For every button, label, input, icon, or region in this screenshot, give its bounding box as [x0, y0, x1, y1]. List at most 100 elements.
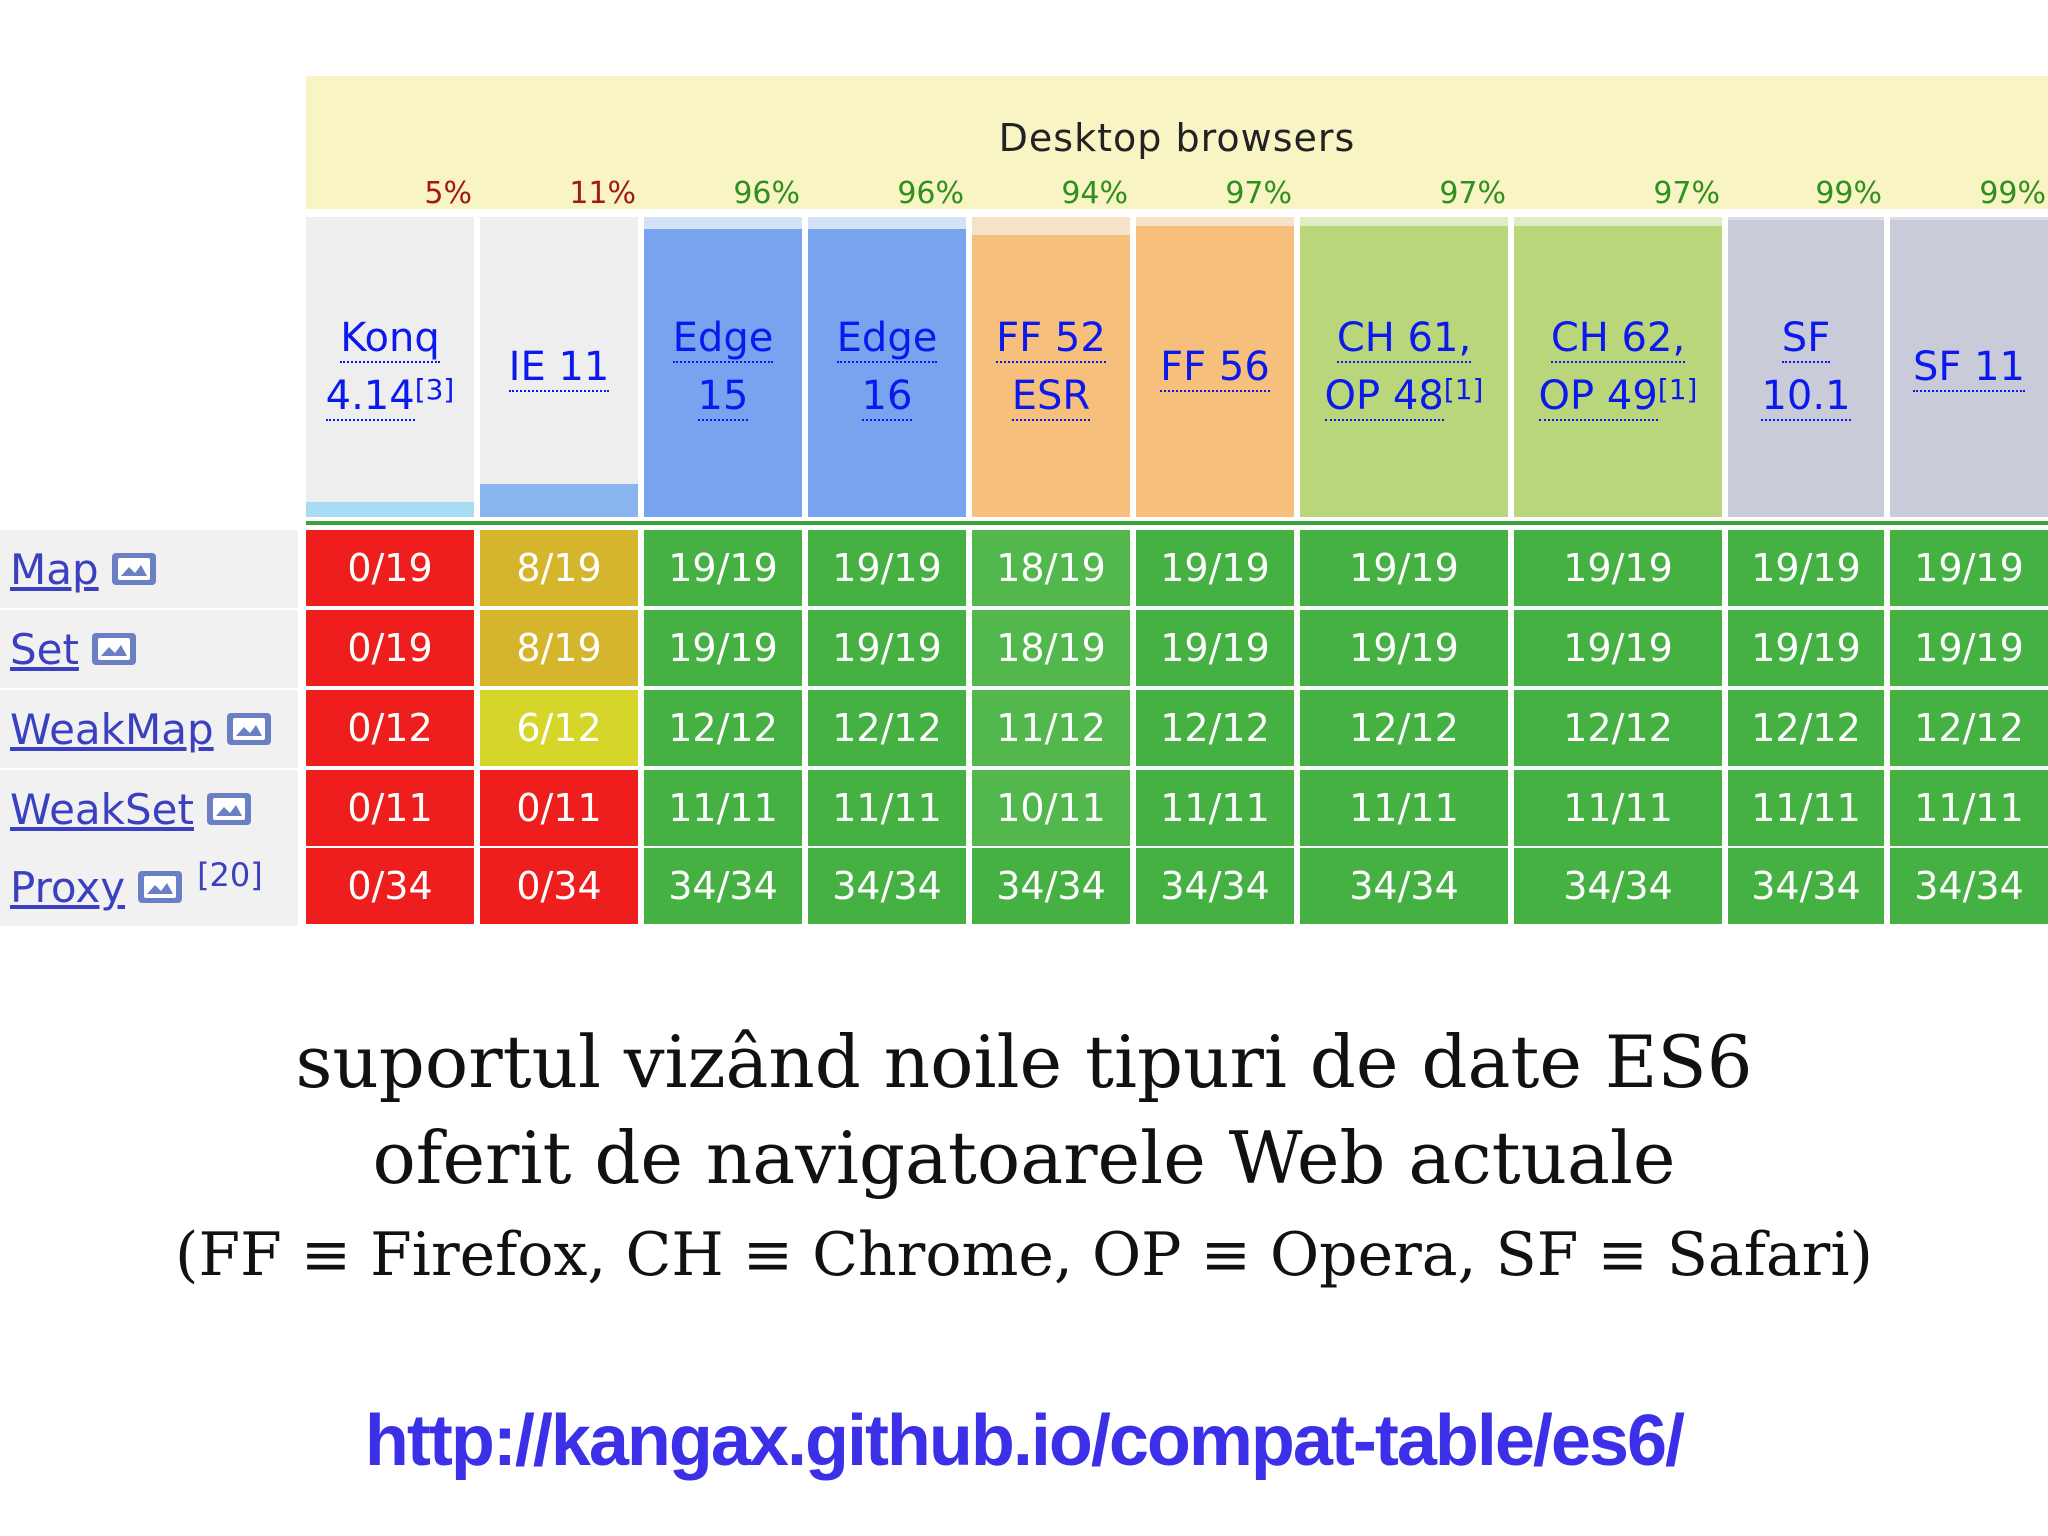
result-cell[interactable]: 0/12 [306, 690, 474, 766]
browser-link-ch62[interactable]: CH 62, OP 49[1] [1538, 315, 1698, 421]
feature-link-map[interactable]: Map [10, 544, 99, 594]
mdn-docs-icon[interactable] [137, 868, 183, 906]
result-cell[interactable]: 19/19 [1136, 610, 1294, 686]
browser-link-ff52[interactable]: FF 52 ESR [996, 315, 1106, 421]
support-fill-ch61 [1300, 226, 1508, 517]
result-cell[interactable]: 19/19 [1728, 530, 1884, 606]
browser-link-sf11[interactable]: SF 11 [1912, 344, 2025, 392]
result-cell[interactable]: 0/19 [306, 610, 474, 686]
result-cell[interactable]: 11/11 [1300, 770, 1508, 846]
mdn-docs-icon[interactable] [226, 710, 272, 748]
result-cell[interactable]: 0/34 [306, 848, 474, 924]
browser-column-konq: Konq 4.14[3] [306, 217, 474, 517]
result-cell[interactable]: 0/34 [480, 848, 638, 924]
support-fill-sf11 [1890, 220, 2048, 517]
result-cell[interactable]: 11/11 [1728, 770, 1884, 846]
result-cell[interactable]: 10/11 [972, 770, 1130, 846]
result-cell[interactable]: 34/34 [972, 848, 1130, 924]
result-cell[interactable]: 19/19 [644, 530, 802, 606]
mdn-docs-icon[interactable] [111, 550, 157, 588]
browser-link-edge15[interactable]: Edge 15 [672, 315, 774, 421]
result-cell[interactable]: 18/19 [972, 530, 1130, 606]
result-cell[interactable]: 19/19 [1514, 610, 1722, 686]
result-cell[interactable]: 11/11 [644, 770, 802, 846]
result-cell[interactable]: 12/12 [1728, 690, 1884, 766]
result-cell[interactable]: 34/34 [1300, 848, 1508, 924]
result-cell[interactable]: 8/19 [480, 530, 638, 606]
market-share-ff52: 94% [1061, 176, 1128, 211]
result-cell[interactable]: 18/19 [972, 610, 1130, 686]
result-cell[interactable]: 34/34 [808, 848, 966, 924]
result-cell[interactable]: 6/12 [480, 690, 638, 766]
result-cell[interactable]: 11/11 [808, 770, 966, 846]
browser-column-ie11: IE 11 [480, 217, 638, 517]
result-cell[interactable]: 34/34 [1890, 848, 2048, 924]
result-cell[interactable]: 34/34 [1136, 848, 1294, 924]
result-cell[interactable]: 19/19 [1890, 530, 2048, 606]
market-share-konq: 5% [424, 176, 472, 211]
mdn-docs-icon[interactable] [91, 630, 137, 668]
browser-link-ie11[interactable]: IE 11 [508, 344, 610, 392]
feature-link-weakset[interactable]: WeakSet [10, 784, 194, 834]
result-cell[interactable]: 19/19 [644, 610, 802, 686]
result-cell[interactable]: 12/12 [1514, 690, 1722, 766]
browser-link-ch61[interactable]: CH 61, OP 48[1] [1324, 315, 1484, 421]
result-cell[interactable]: 19/19 [1300, 530, 1508, 606]
browser-link-sf101[interactable]: SF 10.1 [1761, 315, 1851, 421]
result-cell[interactable]: 8/19 [480, 610, 638, 686]
result-cell[interactable]: 11/11 [1890, 770, 2048, 846]
result-cell[interactable]: 11/11 [1136, 770, 1294, 846]
result-cell[interactable]: 19/19 [1890, 610, 2048, 686]
result-cell[interactable]: 19/19 [1728, 610, 1884, 686]
result-cell[interactable]: 12/12 [644, 690, 802, 766]
result-cell[interactable]: 11/11 [1514, 770, 1722, 846]
result-cell[interactable]: 0/11 [306, 770, 474, 846]
browser-column-ff52: FF 52 ESR [972, 217, 1130, 517]
feature-row-proxy: Proxy [20] [0, 848, 298, 926]
browser-link-edge16[interactable]: Edge 16 [836, 315, 938, 421]
footnote-ref[interactable]: [1] [1443, 373, 1484, 406]
browser-column-ch61: CH 61, OP 48[1] [1300, 217, 1508, 517]
result-cell[interactable]: 34/34 [644, 848, 802, 924]
result-cell[interactable]: 34/34 [1514, 848, 1722, 924]
compat-table-link[interactable]: http://kangax.github.io/compat-table/es6… [364, 1401, 1685, 1481]
result-cell[interactable]: 12/12 [1136, 690, 1294, 766]
market-share-ff56: 97% [1225, 176, 1292, 211]
feature-link-weakmap[interactable]: WeakMap [10, 704, 214, 754]
support-fill-edge16 [808, 229, 966, 517]
result-cell[interactable]: 0/11 [480, 770, 638, 846]
browser-column-edge15: Edge 15 [644, 217, 802, 517]
header-title: Desktop browsers [998, 116, 1356, 160]
footnote-ref[interactable]: [1] [1657, 373, 1698, 406]
browser-column-ff56: FF 56 [1136, 217, 1294, 517]
feature-row-set: Set [0, 610, 298, 688]
result-cell[interactable]: 12/12 [808, 690, 966, 766]
result-cell[interactable]: 19/19 [1514, 530, 1722, 606]
market-share-ch62: 97% [1653, 176, 1720, 211]
browser-link-ff56[interactable]: FF 56 [1160, 344, 1270, 392]
feature-row-weakset: WeakSet [0, 770, 298, 848]
result-cell[interactable]: 12/12 [1890, 690, 2048, 766]
result-cell[interactable]: 0/19 [306, 530, 474, 606]
result-cell[interactable]: 34/34 [1728, 848, 1884, 924]
footnote-ref[interactable]: [20] [197, 856, 263, 894]
feature-link-proxy[interactable]: Proxy [10, 862, 126, 912]
result-cell[interactable]: 19/19 [808, 610, 966, 686]
market-share-ch61: 97% [1439, 176, 1506, 211]
feature-row-weakmap: WeakMap [0, 690, 298, 768]
support-fill-ff52 [972, 235, 1130, 517]
feature-link-set[interactable]: Set [10, 624, 79, 674]
result-cell[interactable]: 12/12 [1300, 690, 1508, 766]
result-cell[interactable]: 11/12 [972, 690, 1130, 766]
market-share-ie11: 11% [569, 176, 636, 211]
desktop-browsers-header: Desktop browsers 5% 11% 96% 96% 94% 97% 97% 97%… [306, 76, 2048, 211]
footnote-ref[interactable]: [3] [414, 373, 455, 406]
result-cell[interactable]: 19/19 [1136, 530, 1294, 606]
mdn-docs-icon[interactable] [206, 790, 252, 828]
browser-link-konq[interactable]: Konq 4.14[3] [325, 315, 455, 421]
support-fill-edge15 [644, 229, 802, 517]
result-cell[interactable]: 19/19 [808, 530, 966, 606]
market-share-sf11: 99% [1979, 176, 2046, 211]
feature-row-map: Map [0, 530, 298, 608]
result-cell[interactable]: 19/19 [1300, 610, 1508, 686]
